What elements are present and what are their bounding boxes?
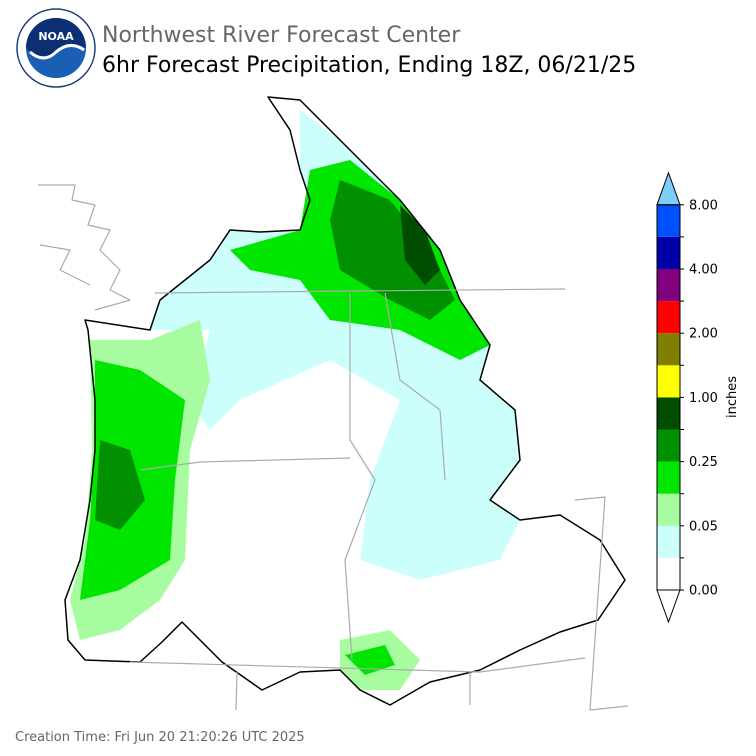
- colorbar-tick-label: 0.25: [689, 455, 718, 470]
- state-lines: [129, 288, 629, 711]
- colorbar-tick-label: 0.05: [689, 519, 718, 534]
- colorbar-segment: [657, 269, 680, 302]
- colorbar-segment: [657, 429, 680, 462]
- colorbar-tick-label: 4.00: [689, 263, 718, 278]
- creation-time: Creation Time: Fri Jun 20 21:20:26 UTC 2…: [15, 730, 305, 745]
- colorbar-segment: [657, 365, 680, 398]
- logo-text: NOAA: [38, 30, 74, 43]
- subtitle: 6hr Forecast Precipitation, Ending 18Z, …: [102, 53, 636, 78]
- noaa-logo: NOAA: [16, 8, 96, 88]
- colorbar-segment: [657, 557, 680, 590]
- colorbar-segment: [657, 397, 680, 430]
- colorbar-segment: [657, 301, 680, 334]
- colorbar-segment: [657, 204, 680, 237]
- colorbar-tick-label: 2.00: [689, 327, 718, 342]
- colorbar: 0.00 0.05 0.25 1.00 2.00 4.00 8.00: [656, 171, 718, 624]
- colorbar-segment: [657, 525, 680, 558]
- map: [38, 96, 629, 711]
- colorbar-label: inches: [725, 376, 740, 418]
- colorbar-segment: [657, 236, 680, 269]
- colorbar-tick-label: 8.00: [689, 198, 718, 213]
- precip-light: [150, 110, 520, 580]
- colorbar-tick-label: 1.00: [689, 391, 718, 406]
- basin-outline: [64, 96, 626, 706]
- precip-south-green: [345, 645, 395, 675]
- precip-north-mid: [330, 180, 455, 320]
- coastline: [38, 184, 131, 311]
- colorbar-tick-label: 0.00: [689, 584, 718, 599]
- colorbar-segment: [657, 461, 680, 494]
- title: Northwest River Forecast Center: [102, 23, 461, 48]
- colorbar-segment: [657, 333, 680, 366]
- precip-north-dark: [400, 205, 440, 285]
- colorbar-segment: [657, 493, 680, 526]
- precip-mid-green: [95, 440, 145, 530]
